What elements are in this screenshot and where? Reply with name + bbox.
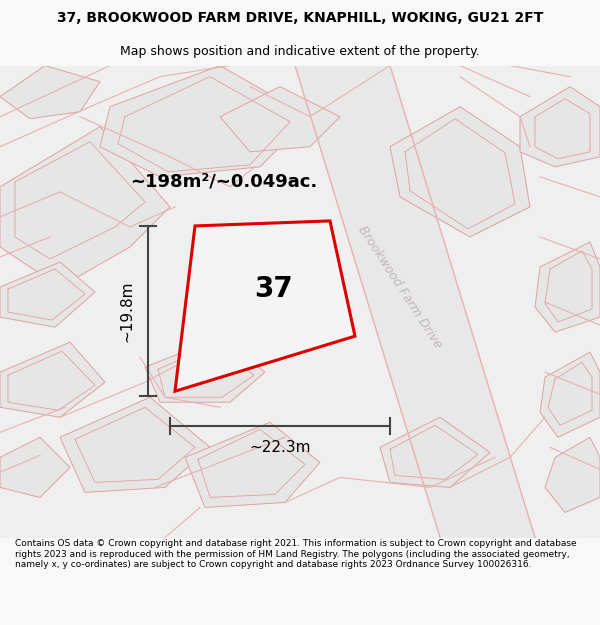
Polygon shape [295, 66, 535, 538]
Polygon shape [380, 418, 490, 488]
Polygon shape [220, 87, 340, 152]
Text: ~198m²/~0.049ac.: ~198m²/~0.049ac. [130, 173, 317, 191]
Polygon shape [520, 87, 600, 167]
Text: ~22.3m: ~22.3m [249, 441, 311, 456]
Polygon shape [535, 242, 600, 332]
Polygon shape [0, 66, 100, 119]
Polygon shape [0, 127, 170, 287]
Text: 37, BROOKWOOD FARM DRIVE, KNAPHILL, WOKING, GU21 2FT: 37, BROOKWOOD FARM DRIVE, KNAPHILL, WOKI… [57, 11, 543, 26]
Polygon shape [100, 66, 310, 177]
Polygon shape [0, 262, 95, 327]
Text: Contains OS data © Crown copyright and database right 2021. This information is : Contains OS data © Crown copyright and d… [15, 539, 577, 569]
Polygon shape [185, 422, 320, 508]
Polygon shape [0, 438, 70, 498]
Polygon shape [545, 438, 600, 512]
Polygon shape [390, 107, 530, 237]
Polygon shape [60, 398, 210, 492]
Text: ~19.8m: ~19.8m [119, 281, 134, 342]
Text: 37: 37 [254, 274, 293, 302]
Polygon shape [540, 352, 600, 437]
Text: Map shows position and indicative extent of the property.: Map shows position and indicative extent… [120, 45, 480, 58]
Polygon shape [175, 221, 355, 391]
Polygon shape [145, 337, 265, 402]
Polygon shape [0, 342, 105, 418]
Text: Brookwood Farm Drive: Brookwood Farm Drive [356, 224, 445, 351]
